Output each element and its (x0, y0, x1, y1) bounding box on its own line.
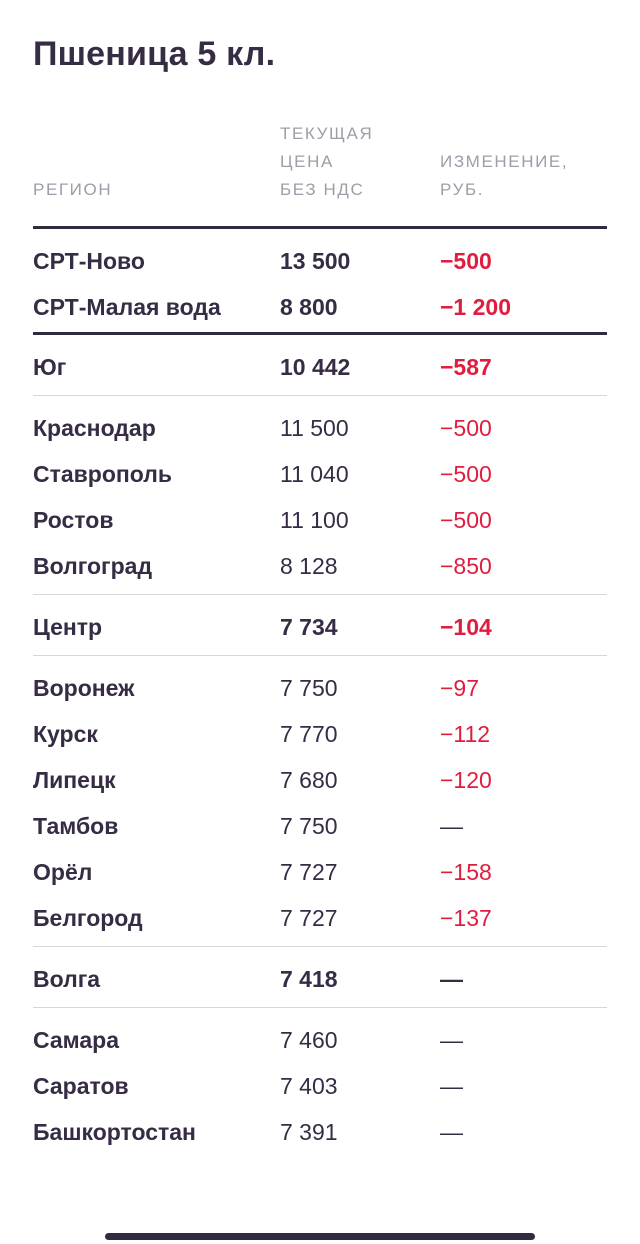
light-divider (33, 395, 607, 396)
table-row: СРТ-Ново 13 500 −500 (33, 238, 607, 284)
change-cell: — (440, 1119, 463, 1145)
table-row: Орёл 7 727 −158 (33, 849, 607, 895)
light-divider (33, 1007, 607, 1008)
region-cell: Центр (33, 614, 103, 640)
price-cell: 7 734 (280, 614, 338, 640)
screen: Пшеница 5 кл. РЕГИОН ТЕКУЩАЯ ЦЕНА БЕЗ НД… (0, 36, 640, 1244)
region-cell: Воронеж (33, 675, 135, 701)
table-row: Воронеж 7 750 −97 (33, 665, 607, 711)
price-cell: 8 800 (280, 294, 338, 320)
change-cell: −137 (440, 905, 492, 931)
change-cell: — (440, 966, 463, 992)
region-cell: Ставрополь (33, 461, 173, 487)
price-table-body: СРТ-Ново 13 500 −500 СРТ-Малая вода 8 800 −1 … (33, 226, 607, 1155)
region-cell: СРТ-Ново (33, 248, 145, 274)
price-cell: 8 128 (280, 553, 338, 579)
table-row: Волга 7 418 — (33, 956, 607, 1002)
price-cell: 7 680 (280, 767, 338, 793)
table-row: Белгород 7 727 −137 (33, 895, 607, 941)
change-cell: — (440, 1073, 463, 1099)
region-cell: Орёл (33, 859, 93, 885)
price-cell: 11 100 (280, 507, 349, 533)
table-row: Ростов 11 100 −500 (33, 497, 607, 543)
region-cell: Белгород (33, 905, 143, 931)
price-cell: 7 403 (280, 1073, 338, 1099)
price-cell: 7 750 (280, 675, 338, 701)
change-cell: −112 (440, 721, 491, 747)
price-cell: 7 727 (280, 905, 338, 931)
table-row: Краснодар 11 500 −500 (33, 405, 607, 451)
price-cell: 11 500 (280, 415, 349, 441)
change-cell: −500 (440, 415, 492, 441)
column-header-region: РЕГИОН (33, 180, 113, 199)
table-row: Тамбов 7 750 — (33, 803, 607, 849)
column-header-change: ИЗМЕНЕНИЕ, РУБ. (440, 152, 569, 199)
price-cell: 10 442 (280, 354, 351, 380)
price-cell: 13 500 (280, 248, 351, 274)
region-cell: Башкортостан (33, 1119, 196, 1145)
table-row: Саратов 7 403 — (33, 1063, 607, 1109)
table-row: Центр 7 734 −104 (33, 604, 607, 650)
thick-divider (33, 332, 607, 335)
price-cell: 7 727 (280, 859, 338, 885)
price-cell: 11 040 (280, 461, 349, 487)
thick-divider (33, 226, 607, 229)
change-cell: −850 (440, 553, 492, 579)
region-cell: Тамбов (33, 813, 119, 839)
light-divider (33, 594, 607, 595)
region-cell: Юг (33, 354, 67, 380)
column-header-price: ТЕКУЩАЯ ЦЕНА БЕЗ НДС (280, 124, 374, 199)
table-header-row: РЕГИОН ТЕКУЩАЯ ЦЕНА БЕЗ НДС ИЗМЕНЕНИЕ, Р… (33, 120, 607, 204)
table-row: Самара 7 460 — (33, 1017, 607, 1063)
table-row: Курск 7 770 −112 (33, 711, 607, 757)
table-row: Волгоград 8 128 −850 (33, 543, 607, 589)
change-cell: −500 (440, 461, 492, 487)
change-cell: −104 (440, 614, 492, 640)
price-cell: 7 460 (280, 1027, 338, 1053)
region-cell: Волга (33, 966, 101, 992)
price-cell: 7 770 (280, 721, 338, 747)
region-cell: Липецк (33, 767, 116, 793)
change-cell: −97 (440, 675, 480, 701)
region-cell: Волгоград (33, 553, 153, 579)
price-table: РЕГИОН ТЕКУЩАЯ ЦЕНА БЕЗ НДС ИЗМЕНЕНИЕ, Р… (33, 120, 607, 1155)
region-cell: Самара (33, 1027, 120, 1053)
price-cell: 7 750 (280, 813, 338, 839)
region-cell: Краснодар (33, 415, 156, 441)
change-cell: −120 (440, 767, 492, 793)
change-cell: −1 200 (440, 294, 511, 320)
light-divider (33, 655, 607, 656)
change-cell: −500 (440, 507, 492, 533)
price-cell: 7 418 (280, 966, 338, 992)
light-divider (33, 946, 607, 947)
change-cell: −587 (440, 354, 492, 380)
change-cell: — (440, 813, 463, 839)
region-cell: Саратов (33, 1073, 129, 1099)
home-indicator-bar (105, 1233, 535, 1240)
table-row: Ставрополь 11 040 −500 (33, 451, 607, 497)
price-cell: 7 391 (280, 1119, 338, 1145)
table-row: Юг 10 442 −587 (33, 344, 607, 390)
table-row: СРТ-Малая вода 8 800 −1 200 (33, 284, 607, 330)
table-row: Липецк 7 680 −120 (33, 757, 607, 803)
page-title: Пшеница 5 кл. (33, 35, 276, 73)
change-cell: −500 (440, 248, 492, 274)
region-cell: СРТ-Малая вода (33, 294, 221, 320)
table-row: Башкортостан 7 391 — (33, 1109, 607, 1155)
change-cell: — (440, 1027, 463, 1053)
change-cell: −158 (440, 859, 492, 885)
region-cell: Ростов (33, 507, 114, 533)
region-cell: Курск (33, 721, 98, 747)
